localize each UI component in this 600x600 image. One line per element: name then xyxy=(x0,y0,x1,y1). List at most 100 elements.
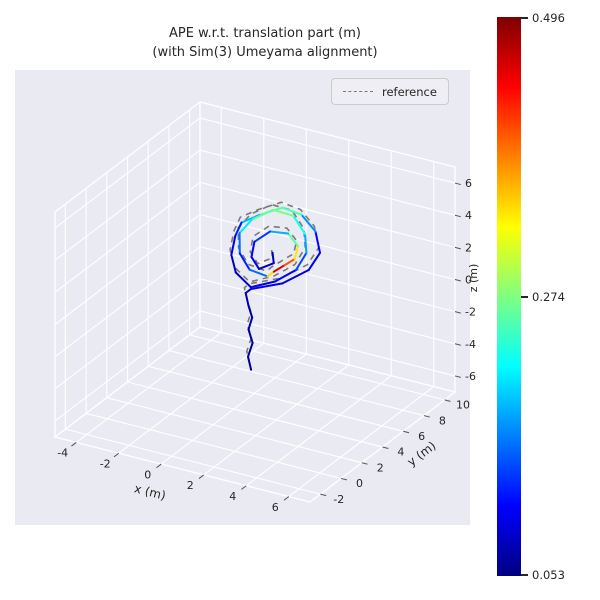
estimate-segment xyxy=(247,355,253,371)
grid-line xyxy=(106,397,362,464)
tick-mark xyxy=(283,496,290,501)
estimate-segment xyxy=(281,269,310,285)
estimate-segment xyxy=(240,213,261,224)
z-tick-label: -2 xyxy=(465,306,476,319)
estimate-segment xyxy=(244,292,250,307)
colorbar-tick-max xyxy=(521,17,528,19)
reference-trajectory xyxy=(229,201,320,365)
tick-mark xyxy=(454,182,461,186)
y-tick-label: 10 xyxy=(456,399,470,412)
z-tick-label: 0 xyxy=(465,274,472,287)
estimate-segment xyxy=(251,208,275,221)
estimate-segment xyxy=(248,268,269,278)
z-tick-label: 6 xyxy=(465,177,472,190)
estimate-segment xyxy=(250,255,261,270)
tick-mark xyxy=(454,311,461,314)
z-tick-label: 4 xyxy=(465,209,472,222)
estimate-segment xyxy=(287,232,299,248)
estimate-segment xyxy=(307,251,322,272)
colorbar-tick-min xyxy=(521,574,528,576)
grid-line xyxy=(54,214,201,325)
y-tick-label: 0 xyxy=(356,477,363,490)
z-tick-label: -4 xyxy=(465,338,476,351)
x-tick-label: 0 xyxy=(144,468,151,481)
z-tick-label: 2 xyxy=(465,241,472,254)
estimate-segment xyxy=(293,245,299,261)
estimate-segment xyxy=(271,251,275,265)
estimate-segment xyxy=(247,341,254,358)
tick-mark xyxy=(403,430,410,434)
estimate-segment xyxy=(266,270,275,278)
tick-mark xyxy=(454,214,461,218)
grid-line xyxy=(54,117,201,229)
grid-line xyxy=(199,181,456,248)
y-tick-label: 8 xyxy=(439,414,446,427)
tick-mark xyxy=(382,446,389,449)
estimate-segment xyxy=(234,271,252,289)
grid-line xyxy=(54,181,201,293)
y-tick-label: 2 xyxy=(377,461,384,474)
estimate-segment xyxy=(283,258,296,267)
y-tick-label: -2 xyxy=(333,493,344,506)
grid-line xyxy=(127,381,383,448)
colorbar-tick-mid xyxy=(521,296,528,298)
estimate-segment xyxy=(247,316,254,331)
grid-line xyxy=(199,213,456,281)
grid-line xyxy=(168,350,425,417)
grid-line xyxy=(85,412,342,479)
tick-mark xyxy=(71,442,77,447)
estimate-segment xyxy=(249,282,284,291)
legend-label: reference xyxy=(382,84,437,99)
estimate-segment xyxy=(292,214,307,236)
tick-mark xyxy=(241,485,247,490)
tick-mark xyxy=(198,474,205,479)
estimate-segment xyxy=(274,268,298,283)
colorbar-label-mid: 0.274 xyxy=(532,290,565,304)
tick-mark xyxy=(454,279,461,282)
tick-mark xyxy=(320,493,327,497)
z-axis-label: z (m) xyxy=(467,264,480,293)
x-tick-label: 2 xyxy=(187,479,194,492)
grid-line xyxy=(199,278,456,345)
tick-mark xyxy=(444,399,451,402)
y-tick-label: 6 xyxy=(418,430,425,443)
estimate-segment xyxy=(295,251,308,271)
estimate-segment xyxy=(300,213,317,233)
grid-line xyxy=(65,428,321,495)
grid-line xyxy=(199,310,456,377)
tick-mark xyxy=(454,246,461,250)
tick-mark xyxy=(156,463,162,469)
estimate-segment xyxy=(269,230,290,235)
x-tick-label: 4 xyxy=(229,490,236,503)
grid-line xyxy=(54,246,201,358)
estimate-segment xyxy=(314,230,322,254)
tick-mark xyxy=(340,477,348,481)
grid-line xyxy=(54,149,201,261)
grid-line xyxy=(189,334,445,401)
estimate-segment xyxy=(234,221,243,237)
colorbar-gradient xyxy=(497,17,521,576)
plot-title-line2: (with Sim(3) Umeyama alignment) xyxy=(152,44,378,60)
tick-mark xyxy=(454,343,461,346)
estimate-segment xyxy=(281,206,303,216)
z-tick-label: -6 xyxy=(465,370,476,383)
plot-title: APE w.r.t. translation part (m) (with Si… xyxy=(0,25,530,63)
grid-line xyxy=(148,365,404,432)
legend: reference xyxy=(331,78,449,105)
estimate-segment xyxy=(272,208,295,217)
estimate-segment xyxy=(249,280,277,289)
estimate-segment xyxy=(238,252,251,271)
grid-line xyxy=(54,310,201,422)
tick-mark xyxy=(113,452,120,458)
grid-line xyxy=(54,278,201,390)
estimate-segment xyxy=(230,234,237,256)
estimate-segment xyxy=(244,288,252,294)
estimate-segment xyxy=(250,240,256,258)
tick-mark xyxy=(454,375,461,378)
x-tick-label: -4 xyxy=(57,447,68,460)
colorbar-label-min: 0.053 xyxy=(532,568,565,582)
estimate-segment xyxy=(247,328,254,344)
tick-mark xyxy=(423,415,430,418)
